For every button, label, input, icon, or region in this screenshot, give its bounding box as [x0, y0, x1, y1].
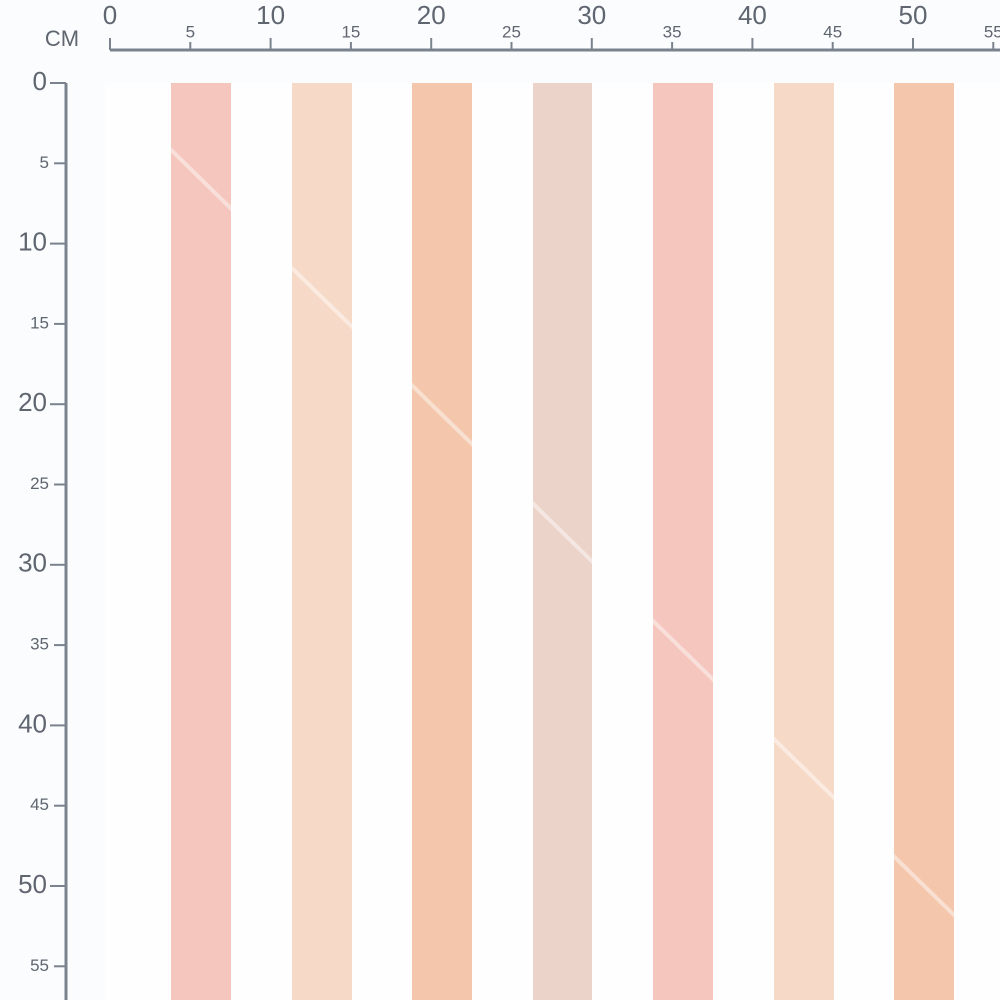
top-tick-label: 20: [417, 0, 446, 30]
top-tick-label: 15: [341, 22, 360, 41]
left-tick-label: 5: [40, 153, 49, 172]
unit-label: CM: [45, 26, 79, 51]
left-tick-label: 40: [18, 708, 47, 738]
stripe: [774, 83, 834, 1000]
fabric: [105, 83, 1000, 1000]
ruler-ticks: 0 5 10 15 20 25 30 35 40 45 50 55 0 5 10 15 20 25 30 35 40 45…: [18, 0, 1000, 975]
top-tick-label: 5: [186, 22, 195, 41]
top-tick-label: 35: [663, 22, 682, 41]
left-tick-label: 30: [18, 548, 47, 578]
stripe: [171, 83, 231, 1000]
stripe: [653, 83, 713, 1000]
left-tick-label: 55: [30, 956, 49, 975]
top-tick-label: 55: [984, 22, 1000, 41]
top-tick-label: 30: [577, 0, 606, 30]
left-tick-label: 45: [30, 795, 49, 814]
left-tick-label: 20: [18, 387, 47, 417]
sheen: [118, 98, 1000, 962]
stripe: [894, 83, 954, 1000]
left-tick-label: 35: [30, 635, 49, 654]
left-tick-label: 15: [30, 313, 49, 332]
stripe: [292, 83, 352, 1000]
left-tick-label: 0: [33, 66, 47, 96]
top-tick-label: 0: [103, 0, 117, 30]
top-tick-label: 45: [823, 22, 842, 41]
top-tick-label: 40: [738, 0, 767, 30]
left-tick-label: 50: [18, 869, 47, 899]
left-tick-label: 25: [30, 474, 49, 493]
top-tick-label: 25: [502, 22, 521, 41]
top-tick-label: 50: [899, 0, 928, 30]
left-tick-label: 10: [18, 226, 47, 256]
top-tick-label: 10: [256, 0, 285, 30]
stripe: [533, 83, 592, 1000]
stripe: [412, 83, 472, 1000]
